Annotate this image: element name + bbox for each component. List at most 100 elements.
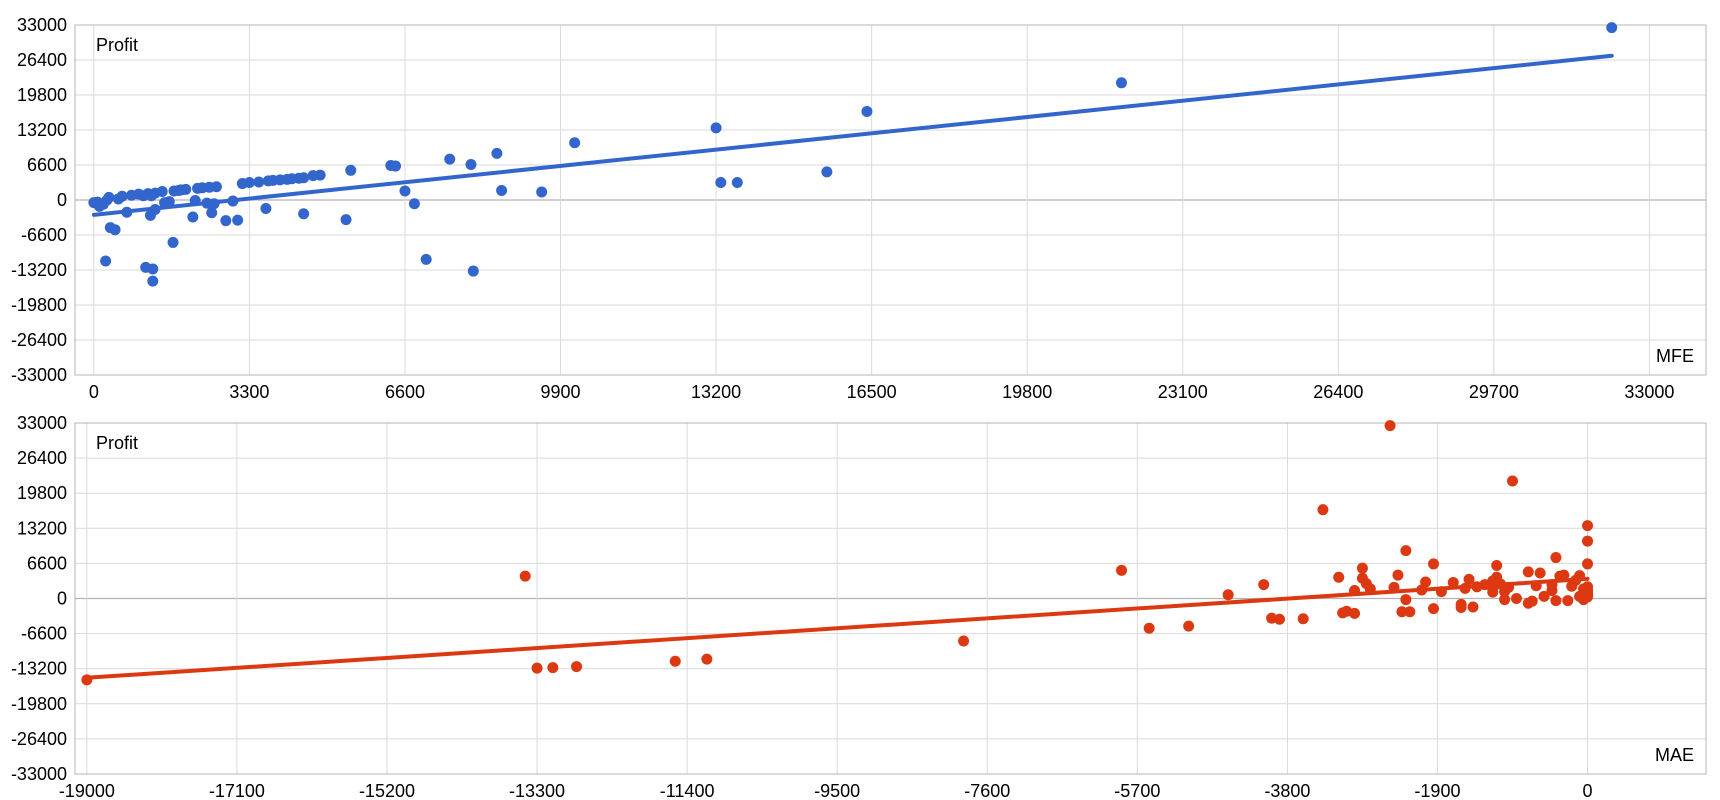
data-point — [100, 255, 112, 267]
data-point — [491, 147, 503, 159]
data-point — [189, 195, 201, 207]
data-point — [1574, 570, 1586, 582]
data-point — [1562, 595, 1574, 607]
chart-panel-2: 33000 26400 19800 13200 6600 0 -6600 -13200 -198… — [11, 413, 1707, 800]
data-point — [1546, 585, 1558, 597]
data-point — [1530, 580, 1542, 592]
x-tick-label: 16500 — [847, 382, 897, 402]
data-point — [210, 181, 222, 193]
data-point — [1558, 569, 1570, 581]
y-tick-label: 33000 — [17, 15, 67, 35]
y-tick-label: -19800 — [11, 694, 67, 714]
x-tick-label: 6600 — [385, 382, 425, 402]
data-point — [399, 185, 411, 197]
x-tick-label: 0 — [1583, 781, 1593, 800]
data-point — [1455, 602, 1467, 614]
x-tick-label: -1900 — [1414, 781, 1460, 800]
data-point — [1534, 567, 1546, 579]
y-axis-label: Profit — [96, 35, 138, 55]
data-point — [1428, 603, 1440, 615]
data-point — [496, 184, 508, 196]
data-point — [253, 176, 265, 188]
data-point — [390, 160, 402, 172]
data-point — [1582, 558, 1594, 570]
data-point — [1550, 595, 1562, 607]
data-point — [314, 169, 326, 181]
data-point — [1467, 601, 1479, 613]
x-tick-label: -11400 — [660, 781, 715, 800]
data-point — [1538, 590, 1550, 602]
y-tick-label: 6600 — [27, 553, 67, 573]
data-point — [1400, 545, 1412, 557]
data-point — [536, 186, 548, 198]
data-point — [1392, 569, 1404, 581]
y-tick-label: -19800 — [11, 295, 67, 315]
data-point — [187, 211, 199, 223]
data-point — [1388, 581, 1400, 593]
x-tick-label: 19800 — [1002, 382, 1052, 402]
data-point — [1384, 420, 1396, 432]
data-point — [519, 570, 531, 582]
data-point — [1522, 566, 1534, 578]
y-tick-label: -26400 — [11, 729, 67, 749]
data-point — [1503, 581, 1515, 593]
x-tick-label: 26400 — [1313, 382, 1363, 402]
y-tick-label: -13200 — [11, 260, 67, 280]
y-tick-label: -6600 — [21, 225, 67, 245]
data-point — [467, 265, 479, 277]
data-point — [180, 183, 192, 195]
y-tick-label: 26400 — [17, 50, 67, 70]
data-point — [1143, 622, 1155, 634]
y-tick-label: 26400 — [17, 448, 67, 468]
data-point — [81, 674, 93, 686]
data-point — [109, 224, 121, 236]
data-point — [1487, 586, 1499, 598]
data-point — [103, 191, 115, 203]
data-point — [1506, 475, 1518, 487]
x-tick-label: -5700 — [1114, 781, 1160, 800]
data-point — [163, 196, 175, 208]
data-point — [1582, 591, 1594, 603]
data-point — [1349, 607, 1361, 619]
data-point — [1491, 560, 1503, 572]
plot-frame — [74, 24, 1707, 376]
data-point — [1349, 585, 1361, 597]
data-point — [243, 177, 255, 188]
trendline — [91, 53, 1614, 217]
data-point — [731, 177, 743, 188]
data-point — [1459, 582, 1471, 594]
x-tick-label: 3300 — [229, 382, 269, 402]
data-point — [420, 253, 432, 265]
data-point — [298, 208, 310, 220]
y-tick-label: 19800 — [17, 483, 67, 503]
x-tick-label: 9900 — [541, 382, 581, 402]
data-point — [147, 263, 159, 275]
data-point — [340, 214, 352, 226]
data-point — [208, 198, 220, 210]
data-point — [149, 204, 161, 216]
data-point — [444, 153, 456, 165]
data-point — [1396, 606, 1408, 618]
x-tick-label: 13200 — [691, 382, 741, 402]
y-tick-label: -13200 — [11, 659, 67, 679]
y-tick-label: -6600 — [21, 624, 67, 644]
x-tick-label: -13300 — [509, 781, 565, 800]
x-tick-label: -7600 — [964, 781, 1010, 800]
data-point — [116, 190, 128, 202]
x-axis-label: MAE — [1655, 745, 1694, 765]
data-point — [1428, 558, 1440, 570]
data-point — [1499, 594, 1511, 606]
y-tick-label: 0 — [57, 190, 67, 210]
data-point — [1404, 606, 1416, 618]
data-point — [861, 105, 873, 117]
data-point — [220, 215, 232, 227]
data-point — [1183, 620, 1195, 632]
data-point — [531, 662, 543, 674]
data-point — [298, 172, 310, 184]
data-point — [669, 655, 681, 667]
plot-frame — [74, 422, 1707, 775]
data-point — [1317, 504, 1329, 516]
x-tick-label: 23100 — [1158, 382, 1208, 402]
